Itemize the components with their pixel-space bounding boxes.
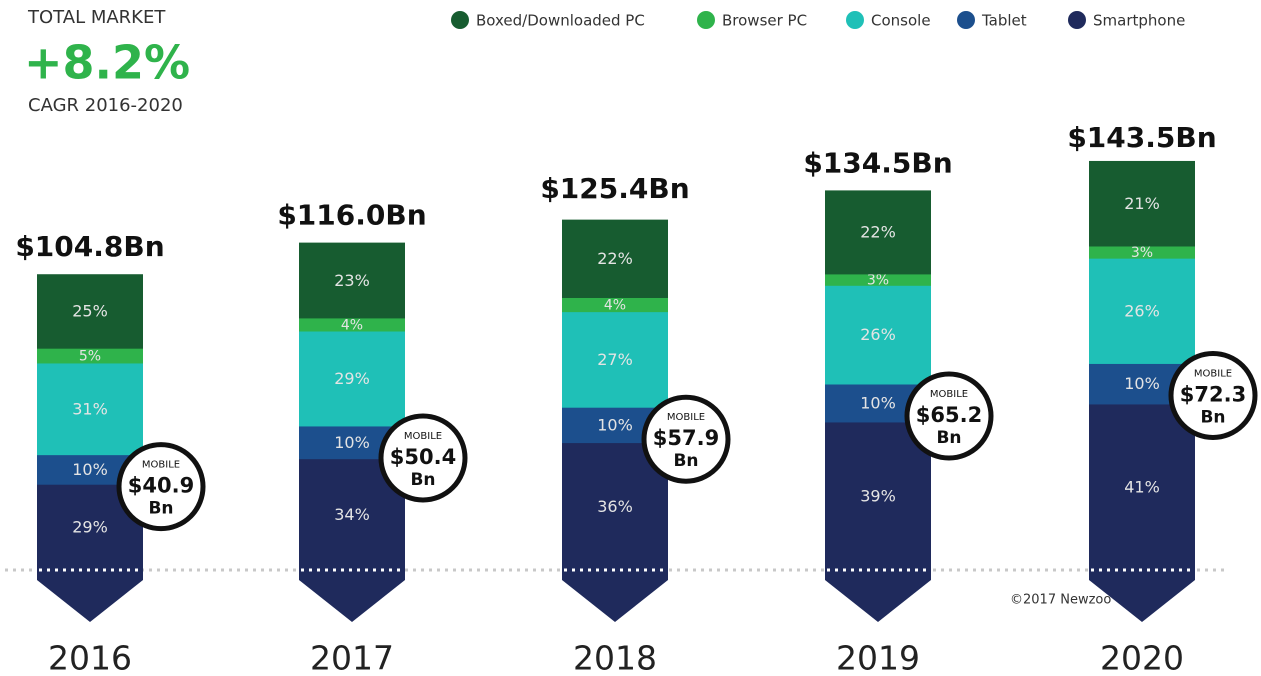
mobile-badge (904, 371, 994, 461)
segment-label: 4% (604, 298, 626, 314)
segment-label: 21% (1124, 194, 1160, 213)
x-tick-label: 2020 (1100, 639, 1184, 676)
bar-segment (562, 297, 668, 313)
mobile-label: MOBILE (930, 389, 968, 400)
bar-segment (825, 421, 931, 571)
segment-label: 34% (334, 505, 370, 524)
segment-label: 3% (867, 273, 889, 289)
segment-label: 41% (1124, 477, 1160, 496)
legend-label: Console (871, 12, 931, 30)
bar-segment (37, 274, 143, 349)
segment-label: 36% (597, 497, 633, 516)
mobile-badge (641, 394, 731, 484)
bar-segment (562, 219, 668, 298)
segment-label: 25% (72, 302, 108, 321)
mobile-value: $65.2 (916, 403, 982, 427)
segment-label: 39% (860, 486, 896, 505)
bar-segment (825, 273, 931, 286)
bar-segment (562, 311, 668, 408)
segment-label: 29% (334, 369, 370, 388)
segment-label: 22% (597, 249, 633, 268)
segment-label: 29% (72, 518, 108, 537)
x-tick-label: 2016 (48, 639, 132, 676)
bar-segment (37, 362, 143, 456)
mobile-label: MOBILE (667, 412, 705, 423)
legend-swatch (451, 11, 469, 29)
mobile-unit: Bn (1200, 407, 1225, 427)
legend-swatch (957, 11, 975, 29)
segment-label: 26% (860, 325, 896, 344)
legend-label: Boxed/Downloaded PC (476, 12, 645, 30)
chart-title: TOTAL MARKET (27, 7, 166, 28)
bar-segment (825, 285, 931, 385)
mobile-value: $50.4 (390, 445, 456, 469)
credit: ©2017 Newzoo (1010, 593, 1111, 608)
bar-segment (1089, 246, 1195, 259)
segment-label: 23% (334, 271, 370, 290)
total-label: $143.5Bn (1067, 121, 1216, 154)
mobile-value: $72.3 (1180, 382, 1246, 406)
legend-label: Browser PC (722, 12, 807, 30)
mobile-badge (116, 442, 206, 532)
total-label: $104.8Bn (15, 230, 164, 263)
mobile-badge (1168, 350, 1258, 440)
x-tick-label: 2017 (310, 639, 394, 676)
bar-chevron (37, 569, 143, 622)
segment-label: 10% (1124, 374, 1160, 393)
segment-label: 3% (1131, 245, 1153, 261)
segment-label: 27% (597, 350, 633, 369)
legend-label: Smartphone (1093, 12, 1185, 30)
mobile-unit: Bn (410, 470, 435, 490)
segment-label: 5% (79, 349, 101, 365)
mobile-unit: Bn (936, 428, 961, 448)
segment-label: 26% (1124, 301, 1160, 320)
mobile-badge (378, 413, 468, 503)
mobile-value: $57.9 (653, 426, 719, 450)
x-tick-label: 2019 (836, 639, 920, 676)
segment-label: 22% (860, 223, 896, 242)
legend-swatch (1068, 11, 1086, 29)
mobile-unit: Bn (148, 499, 173, 519)
bar-chevron (562, 569, 668, 622)
segment-label: 10% (72, 460, 108, 479)
bar-chevron (1089, 569, 1195, 622)
segment-label: 10% (334, 433, 370, 452)
bar-segment (299, 317, 405, 332)
mobile-unit: Bn (673, 451, 698, 471)
bar-segment (299, 331, 405, 427)
bar-chevron (825, 569, 931, 622)
bar-segment (1089, 258, 1195, 364)
legend-swatch (697, 11, 715, 29)
bar-segment (825, 190, 931, 275)
legend-label: Tablet (981, 12, 1027, 30)
x-tick-label: 2018 (573, 639, 657, 676)
subtitle: CAGR 2016-2020 (28, 95, 183, 116)
bar-segment (299, 242, 405, 319)
segment-label: 10% (860, 393, 896, 412)
bar-segment (1089, 160, 1195, 247)
total-label: $125.4Bn (540, 172, 689, 205)
mobile-label: MOBILE (1194, 368, 1232, 379)
total-label: $134.5Bn (803, 146, 952, 179)
mobile-label: MOBILE (142, 460, 180, 471)
mobile-label: MOBILE (404, 431, 442, 442)
headline: +8.2% (24, 36, 190, 90)
legend-swatch (846, 11, 864, 29)
total-label: $116.0Bn (277, 199, 426, 232)
bar-segment (37, 348, 143, 364)
segment-label: 31% (72, 399, 108, 418)
mobile-value: $40.9 (128, 474, 194, 498)
bar-chevron (299, 569, 405, 622)
segment-label: 10% (597, 415, 633, 434)
bar-segment (1089, 403, 1195, 571)
segment-label: 4% (341, 317, 363, 333)
